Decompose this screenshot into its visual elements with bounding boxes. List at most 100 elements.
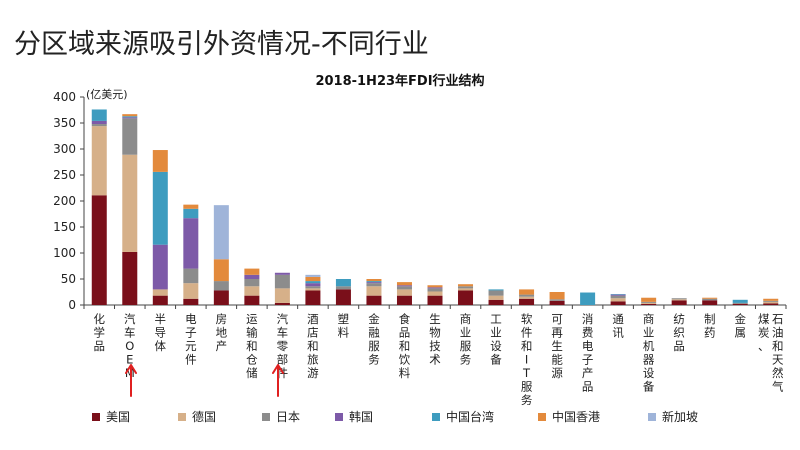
bar-segment	[213, 205, 229, 260]
y-tick-label: 350	[53, 116, 76, 130]
bar-segment	[519, 289, 535, 295]
bar-segment	[152, 150, 168, 172]
x-category-text: 食品和饮料	[399, 312, 411, 380]
legend-label: 美国	[106, 410, 131, 424]
bar-segment	[396, 295, 412, 305]
bar-segment	[305, 288, 321, 291]
bar-segment	[335, 289, 351, 305]
bars	[91, 109, 779, 305]
bar-segment	[519, 294, 535, 297]
bar-segment	[183, 218, 199, 269]
annotation-arrow-icon	[125, 364, 137, 397]
bar-segment	[488, 290, 504, 296]
bar-segment	[335, 279, 351, 287]
bar-segment	[244, 286, 260, 296]
bar-segment	[274, 288, 290, 303]
legend-item: 德国	[178, 408, 216, 425]
x-category-text: 生物技术	[429, 312, 441, 367]
legend: 美国 德国 日本 韩国 中国台湾 中国香港 新加坡	[0, 408, 800, 432]
x-category-text: 塑料	[338, 312, 350, 340]
bar-segment	[458, 288, 474, 291]
bar-segment	[763, 301, 779, 304]
bar-segment	[641, 303, 657, 305]
bar-segment	[396, 289, 412, 296]
annotation-arrow-icon	[272, 364, 284, 397]
bar-segment	[702, 298, 718, 301]
x-category-text: 制药	[704, 312, 716, 340]
x-category-label: 商业服务	[460, 312, 472, 367]
x-category-text: 金属	[734, 312, 746, 340]
y-tick-label: 0	[68, 298, 76, 312]
x-category-label: 食品和饮料	[399, 312, 411, 380]
bar-segment	[183, 204, 199, 209]
bar-segment	[122, 114, 138, 117]
legend-swatch	[178, 412, 186, 421]
x-category-text: 石油和天然气	[772, 312, 784, 394]
y-tick-label: 50	[61, 272, 76, 286]
bar-segment	[366, 279, 382, 282]
bar-segment	[183, 208, 199, 219]
legend-label: 中国台湾	[446, 410, 495, 424]
x-category-label: 酒店和旅游	[307, 312, 319, 380]
bar-segment	[244, 279, 260, 287]
bar-segment	[274, 274, 290, 289]
bar-segment	[183, 268, 199, 284]
x-category-label: 房地产	[216, 312, 228, 353]
y-tick-label: 400	[53, 90, 76, 104]
x-category-text: 商业服务	[460, 312, 472, 367]
legend-swatch	[262, 412, 270, 421]
bar-segment	[366, 283, 382, 287]
bar-segment	[366, 282, 382, 284]
bar-segment	[122, 251, 138, 305]
x-category-text: 可再生能源	[551, 312, 563, 380]
chart-title: 2018-1H23年FDI行业结构	[315, 74, 485, 89]
bar-segment	[610, 298, 626, 302]
x-category-text: 金融服务	[368, 312, 380, 367]
bar-segment	[549, 300, 565, 305]
bar-segment	[732, 299, 748, 303]
x-category-text: 工业设备	[490, 312, 502, 367]
bar-segment	[244, 274, 260, 279]
bar-segment	[610, 294, 626, 296]
x-category-text: 酒店和旅游	[307, 312, 319, 380]
bar-segment	[671, 300, 687, 305]
bar-segment	[702, 300, 718, 305]
bar-segment	[152, 171, 168, 245]
x-category-label: 电子元件	[185, 312, 197, 367]
bar-segment	[427, 295, 443, 305]
legend-item: 日本	[262, 408, 300, 425]
bar-segment	[274, 272, 290, 275]
x-category-label: 塑料	[338, 312, 350, 340]
legend-item: 韩国	[335, 408, 373, 425]
x-category-label: 软件和 I T 服务	[521, 312, 533, 407]
bar-segment	[305, 276, 321, 282]
x-category-text: 汽车 O E M	[124, 312, 136, 380]
x-category-label: 煤炭、石油和天然气	[758, 312, 784, 394]
x-category-label: 工业设备	[490, 312, 502, 367]
bar-segment	[122, 118, 138, 155]
bar-segment	[580, 292, 596, 305]
bar-segment	[610, 301, 626, 305]
bar-segment	[427, 287, 443, 289]
y-tick-label: 250	[53, 168, 76, 182]
y-tick-label: 150	[53, 220, 76, 234]
bar-segment	[91, 126, 107, 196]
legend-label: 新加坡	[662, 410, 699, 424]
x-category-text: 软件和 I T 服务	[521, 312, 533, 407]
bar-segment	[641, 302, 657, 304]
x-category-label: 生物技术	[429, 312, 441, 367]
legend-swatch	[335, 412, 343, 421]
legend-item: 中国香港	[538, 408, 600, 425]
legend-item: 中国台湾	[432, 408, 494, 425]
bar-segment	[122, 154, 138, 252]
bar-segment	[458, 290, 474, 305]
x-category-label: 半导体	[155, 312, 167, 353]
legend-label: 日本	[276, 410, 301, 424]
bar-segment	[305, 290, 321, 305]
x-category-label: 运输和仓储	[246, 312, 258, 380]
bar-segment	[91, 195, 107, 305]
bar-segment	[610, 295, 626, 299]
legend-swatch	[92, 412, 100, 421]
